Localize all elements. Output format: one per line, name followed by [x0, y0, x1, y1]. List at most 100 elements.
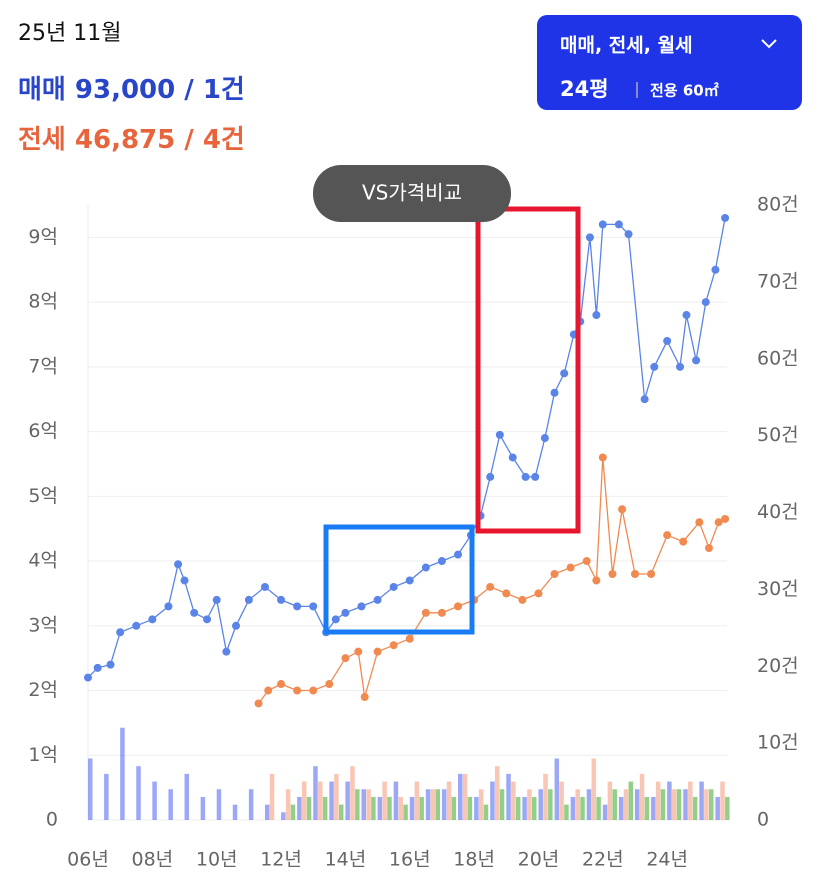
price-dot	[421, 563, 430, 572]
volume-bar	[639, 773, 645, 820]
volume-bar	[104, 773, 109, 820]
y-tick-label: 5억	[28, 485, 58, 507]
price-dot	[84, 673, 92, 682]
volume-bar	[216, 789, 222, 820]
price-dot	[624, 230, 633, 239]
volume-bar	[441, 789, 447, 820]
x-tick-label: 12년	[260, 849, 302, 871]
volume-bar	[527, 789, 532, 820]
price-dot	[704, 544, 713, 553]
y-tick-label: 3억	[28, 614, 58, 636]
price-dot	[692, 356, 701, 365]
filter-button[interactable]: 매매, 전세, 월세 24평 전용 60㎡	[537, 15, 802, 110]
price-dot	[454, 602, 463, 611]
volume-bar	[88, 758, 93, 820]
volume-bar	[184, 773, 190, 820]
price-dot	[540, 434, 549, 443]
volume-bar	[575, 789, 580, 820]
lease-value: 46,875 / 4건	[75, 125, 245, 155]
price-dot	[650, 362, 659, 371]
volume-bar	[467, 796, 473, 820]
y2-tick-label: 80건	[757, 194, 799, 216]
y-tick-label: 8억	[28, 291, 58, 313]
volume-bar	[297, 796, 302, 820]
volume-bar	[414, 781, 420, 820]
price-dot	[486, 472, 495, 481]
volume-bar	[409, 796, 415, 820]
volume-bar	[398, 796, 403, 820]
price-dot	[389, 641, 398, 650]
price-dot	[309, 602, 318, 611]
volume-bar	[660, 789, 666, 820]
volume-bar	[301, 781, 307, 820]
area: 전용 60㎡	[650, 82, 719, 100]
price-dot	[93, 663, 102, 672]
price-dot	[148, 615, 157, 624]
price-dot	[679, 537, 688, 546]
plot: 0 1억 2억 3억 4억 5억 6억 7억 8억 9억 0 10건 20건 30건 40건 50건 60건 70…	[28, 194, 798, 871]
volume-bar	[269, 773, 275, 820]
price-dot	[106, 660, 115, 669]
price-dot	[203, 615, 212, 624]
price-dot	[293, 602, 302, 611]
button-bg	[537, 15, 802, 110]
price-dot	[254, 699, 263, 708]
x-tick-label: 24년	[646, 849, 688, 871]
volume-bar	[628, 781, 634, 820]
volume-bar	[511, 781, 516, 820]
sale-label: 매매	[18, 75, 66, 105]
price-dot	[212, 595, 221, 604]
price-dot	[518, 595, 527, 604]
volume-bar	[290, 804, 296, 820]
date: 25년 11월	[18, 21, 121, 46]
volume-bar	[602, 804, 608, 820]
price-dot	[180, 576, 189, 585]
price-dot	[560, 369, 569, 378]
price-dot	[721, 213, 730, 222]
volume-bar	[554, 758, 560, 820]
volume-bar	[499, 789, 505, 820]
volume-bar	[667, 781, 672, 820]
compare-button[interactable]: VS가격비교	[313, 165, 511, 222]
price-dot	[618, 505, 627, 514]
volume-bar	[490, 781, 495, 820]
volume-bar	[264, 804, 270, 820]
volume-bar	[699, 781, 704, 820]
price-dot	[534, 589, 543, 598]
volume-bar	[371, 796, 376, 820]
price-dot	[663, 336, 672, 345]
price-dot	[437, 557, 446, 566]
price-dot	[132, 621, 141, 630]
lease-summary: 전세 46,875 / 4건	[18, 125, 245, 155]
price-dot	[508, 453, 517, 462]
volume-bar	[634, 789, 640, 820]
price-dot	[614, 220, 623, 229]
x-tick-label: 16년	[389, 849, 431, 871]
volume-bar	[152, 781, 157, 820]
y2-tick-label: 20건	[757, 655, 799, 677]
x-tick-label: 06년	[67, 849, 109, 871]
volume-bar	[580, 796, 585, 820]
volume-bar	[361, 789, 366, 820]
volume-bar	[451, 796, 457, 820]
price-dot	[608, 570, 617, 578]
price-dot	[405, 634, 414, 643]
price-dot	[682, 311, 691, 320]
volume-bar	[419, 796, 424, 820]
y2-tick-label: 40건	[757, 501, 799, 523]
size: 24평	[560, 77, 609, 101]
volume-bar	[688, 781, 693, 820]
volume-bar	[720, 781, 725, 820]
price-dot	[222, 647, 231, 656]
sale-summary: 매매 93,000 / 1건	[18, 75, 245, 105]
volume-bar	[338, 804, 344, 820]
y-tick-label: 6억	[28, 420, 58, 442]
volume-bar	[281, 812, 286, 820]
price-dot	[585, 233, 594, 242]
volume-bar	[313, 766, 318, 820]
volume-bar	[458, 773, 463, 820]
price-dot	[405, 576, 414, 585]
price-dot	[550, 388, 559, 397]
volume-bar	[285, 789, 291, 820]
